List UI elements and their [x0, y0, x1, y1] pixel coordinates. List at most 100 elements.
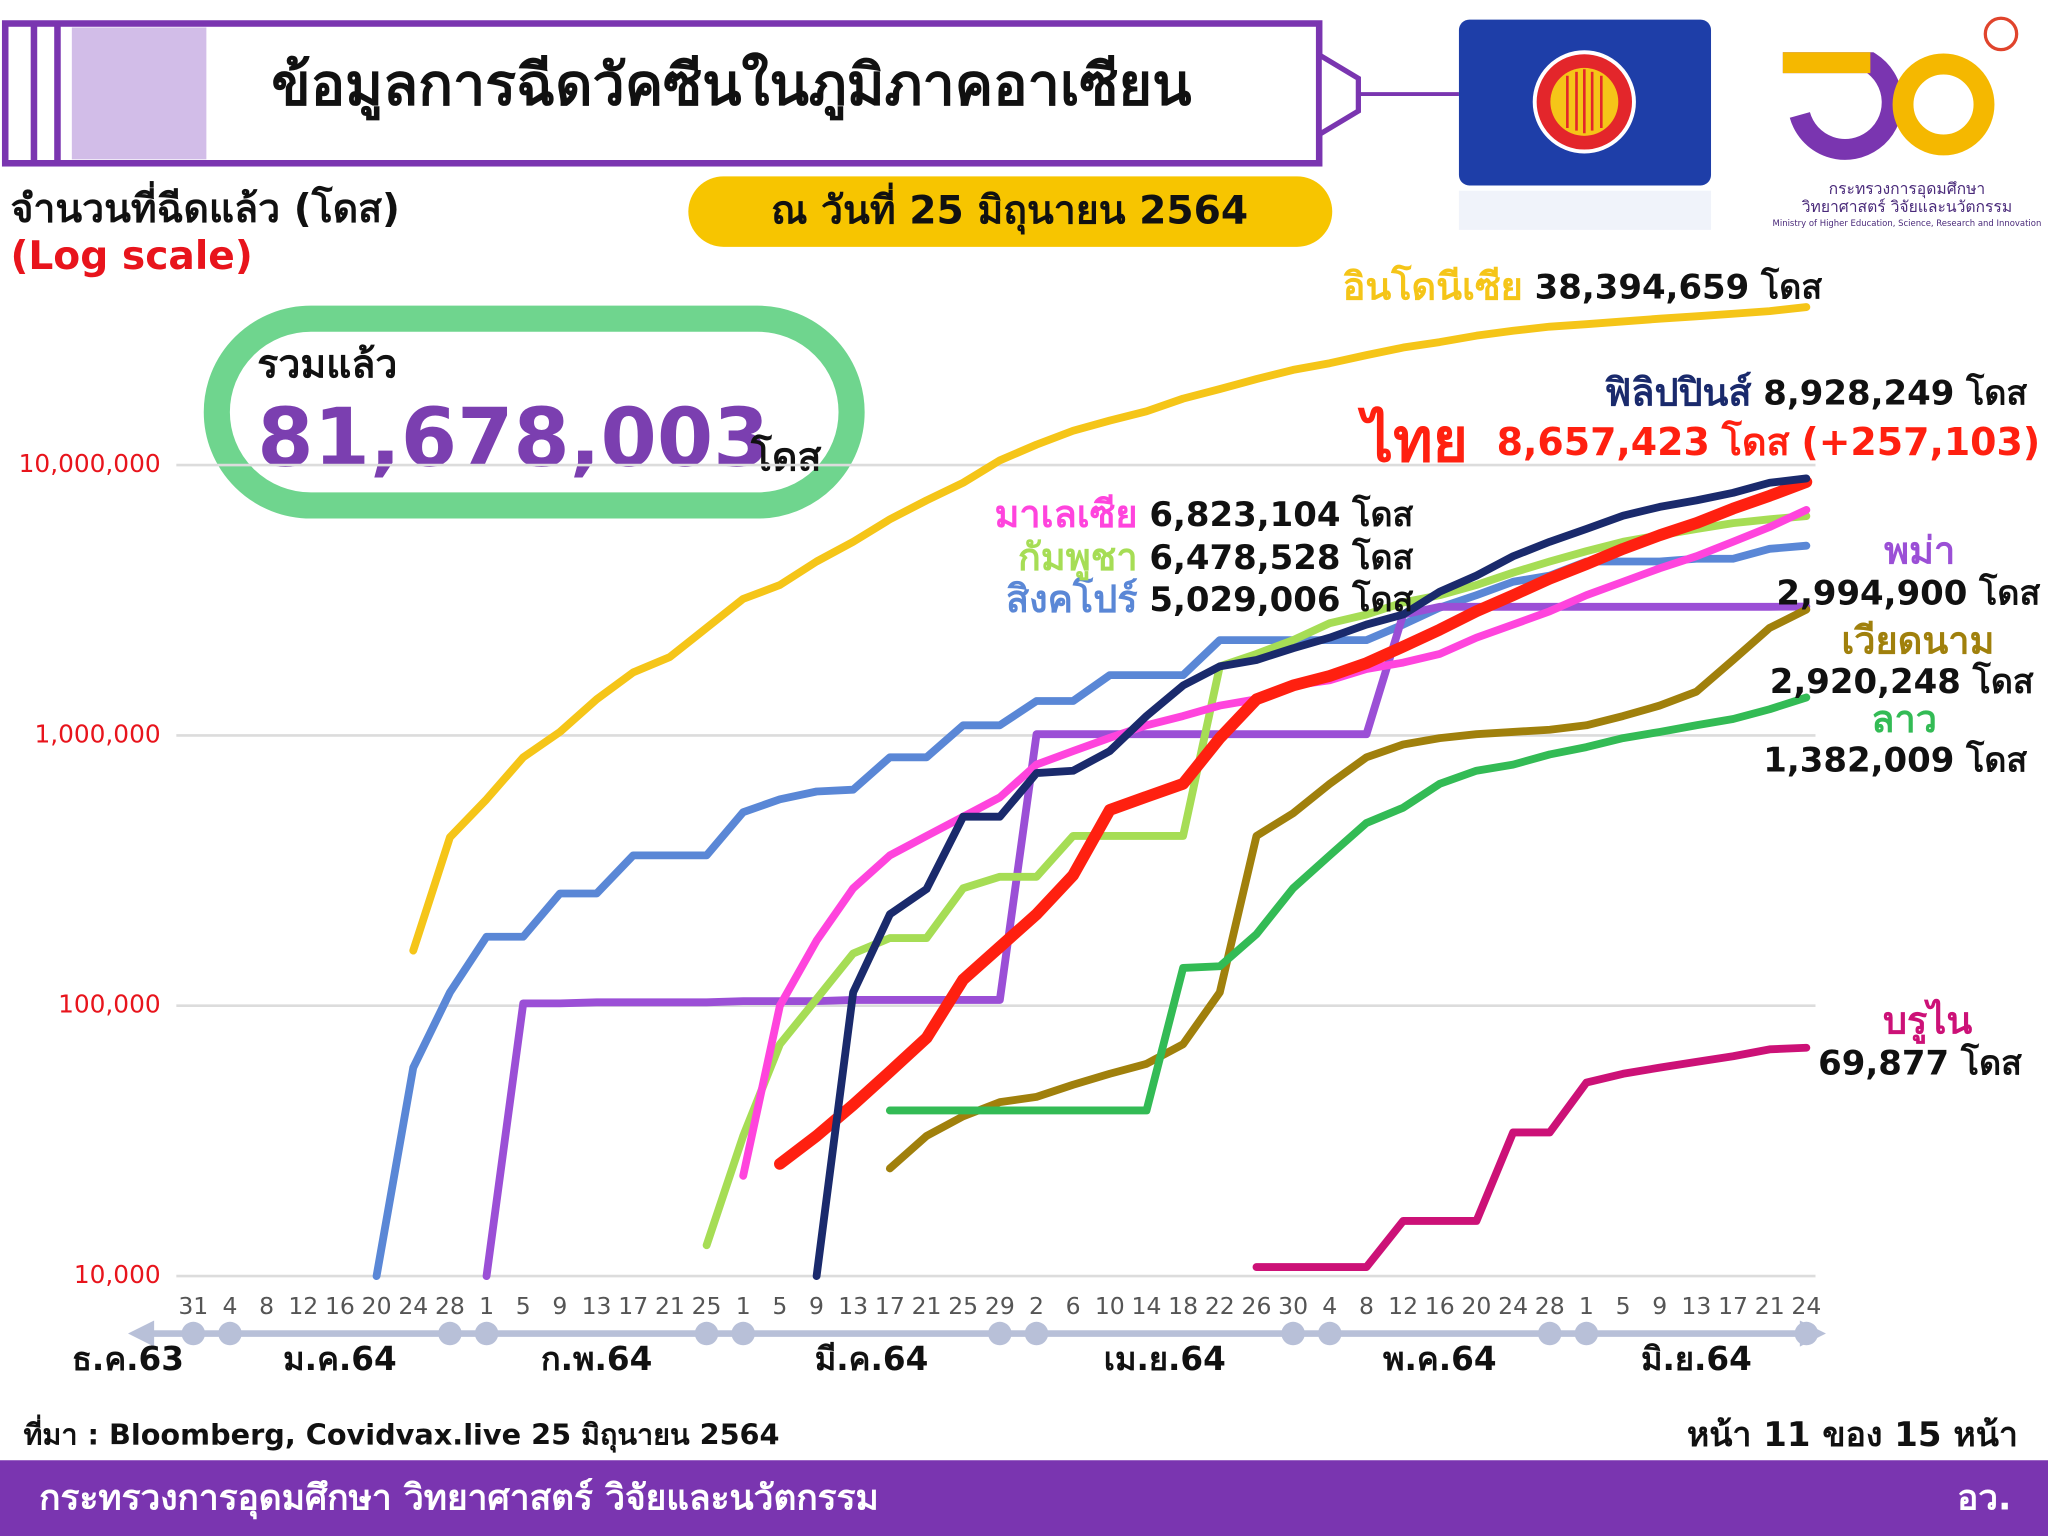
month-marker — [1794, 1321, 1819, 1346]
y-tick-label: 10,000,000 — [19, 449, 161, 478]
label-value: 8,928,249 — [1763, 373, 1954, 413]
syringe-nozzle — [1316, 50, 1361, 140]
label-value: 6,823,104 — [1149, 494, 1340, 534]
month-marker — [474, 1321, 499, 1346]
month-label: ธ.ค.63 — [72, 1340, 184, 1378]
series-line — [482, 602, 1811, 1280]
syringe-fill — [71, 27, 207, 160]
x-tick-label: 25 — [948, 1292, 978, 1320]
series-label: 69,877 โดส — [1818, 1042, 2022, 1083]
y-tick-label: 1,000,000 — [34, 719, 160, 748]
month-marker — [218, 1321, 242, 1346]
x-tick-label: 25 — [692, 1292, 722, 1320]
label-unit: โดส — [1351, 537, 1413, 578]
series-label: 2,920,248 โดส — [1770, 661, 2034, 702]
month-label: เม.ย.64 — [1104, 1340, 1226, 1378]
x-tick-label: 13 — [838, 1292, 868, 1320]
series-label: ฟิลิปปินส์ 8,928,249 โดส — [1604, 370, 2027, 414]
x-tick-label: 20 — [362, 1292, 392, 1320]
x-tick-label: 24 — [1498, 1292, 1528, 1320]
label-unit: โดส — [1351, 578, 1413, 619]
series-label: 2,994,900 โดส — [1776, 572, 2040, 613]
month-marker — [988, 1321, 1012, 1346]
month-marker — [1318, 1321, 1342, 1346]
total-unit: โดส — [750, 433, 821, 480]
x-axis-arrow — [128, 1320, 155, 1347]
x-tick-label: 24 — [398, 1292, 428, 1320]
label-unit: โดส — [1978, 572, 2040, 613]
series-label: เวียดนาม — [1841, 618, 1994, 662]
series-line — [774, 476, 1813, 1170]
label-name: สิงคโปร์ — [1006, 575, 1138, 620]
x-tick-label: 21 — [1755, 1292, 1785, 1320]
footer-bar — [0, 1460, 2048, 1536]
x-tick-label: 12 — [288, 1292, 318, 1320]
month-label: มิ.ย.64 — [1641, 1340, 1752, 1378]
month-marker — [1024, 1321, 1049, 1346]
month-marker — [731, 1321, 755, 1346]
y-axis-label: จำนวนที่ฉีดแล้ว (โดส) — [10, 181, 400, 232]
label-name: ลาว — [1871, 696, 1937, 740]
label-name: กัมพูชา — [1018, 535, 1138, 581]
x-tick-label: 4 — [222, 1292, 237, 1320]
month-marker — [181, 1321, 206, 1346]
x-tick-label: 9 — [1652, 1292, 1667, 1320]
label-value: 5,029,006 — [1149, 579, 1340, 619]
x-tick-label: 13 — [1681, 1292, 1711, 1320]
plot: 10,000 100,000 1,000,000 10,000,000 31 ธ.ค.63… — [19, 263, 2041, 1378]
label-unit: โดส — [1972, 661, 2034, 702]
total-label: รวมแล้ว — [257, 343, 397, 388]
label-name: บรูไน — [1883, 998, 1972, 1044]
x-tick-label: 26 — [1242, 1292, 1272, 1320]
x-tick-label: 16 — [325, 1292, 355, 1320]
label-unit: โดส — [1965, 372, 2027, 413]
month-marker — [1537, 1321, 1562, 1346]
label-value: 38,394,659 — [1535, 267, 1750, 307]
x-tick-label: 28 — [435, 1292, 465, 1320]
x-tick-label: 9 — [552, 1292, 567, 1320]
x-tick-label: 9 — [809, 1292, 824, 1320]
x-tick-label: 8 — [259, 1292, 274, 1320]
x-tick-label: 1 — [479, 1292, 494, 1320]
label-unit: โดส — [1351, 493, 1413, 534]
x-tick-label: 28 — [1535, 1292, 1565, 1320]
x-tick-label: 17 — [1718, 1292, 1748, 1320]
logo-purple — [1782, 52, 1903, 160]
total-value: 81,678,003 — [257, 392, 769, 486]
logo-atom — [1983, 16, 2019, 52]
series-label: สิงคโปร์ 5,029,006 โดส — [1006, 575, 1413, 620]
flag-reflection — [1458, 190, 1712, 230]
label-name: พม่า — [1884, 528, 1955, 572]
label-name: อินโดนีเซีย — [1343, 263, 1523, 308]
label-value: 69,877 — [1818, 1043, 1949, 1083]
series-label: มาเลเซีย 6,823,104 โดส — [994, 491, 1413, 535]
series-line — [812, 474, 1811, 1280]
x-tick-label: 5 — [1616, 1292, 1631, 1320]
log-scale-note: (Log scale) — [10, 234, 252, 279]
x-tick-label: 21 — [912, 1292, 942, 1320]
month-label: ก.พ.64 — [541, 1340, 653, 1378]
x-tick-label: 1 — [736, 1292, 751, 1320]
source: ที่มา : Bloomberg, Covidvax.live 25 มิถุ… — [24, 1414, 780, 1453]
total-box — [203, 305, 865, 519]
series-line — [409, 303, 1811, 955]
date: ณ วันที่ 25 มิถุนายน 2564 — [771, 182, 1248, 234]
series-label: กัมพูชา 6,478,528 โดส — [1018, 535, 1414, 581]
x-tick-label: 30 — [1278, 1292, 1308, 1320]
x-tick-label: 14 — [1132, 1292, 1162, 1320]
x-tick-label: 22 — [1205, 1292, 1235, 1320]
label-name: เวียดนาม — [1841, 618, 1994, 662]
series-label: ลาว — [1871, 696, 1937, 740]
month-marker — [1574, 1321, 1599, 1346]
month-label: ม.ค.64 — [283, 1340, 397, 1378]
label-name: ฟิลิปปินส์ — [1604, 370, 1752, 414]
series-line — [885, 693, 1811, 1115]
series-label: บรูไน — [1883, 998, 1972, 1044]
x-tick-label: 18 — [1168, 1292, 1198, 1320]
footer-ministry: กระทรวงการอุดมศึกษา วิทยาศาสตร์ วิจัยและ… — [39, 1477, 879, 1519]
x-tick-label: 8 — [1359, 1292, 1374, 1320]
label-unit: โดส — [1960, 1042, 2022, 1083]
x-tick-label: 24 — [1791, 1292, 1821, 1320]
series-line — [1252, 1043, 1811, 1271]
